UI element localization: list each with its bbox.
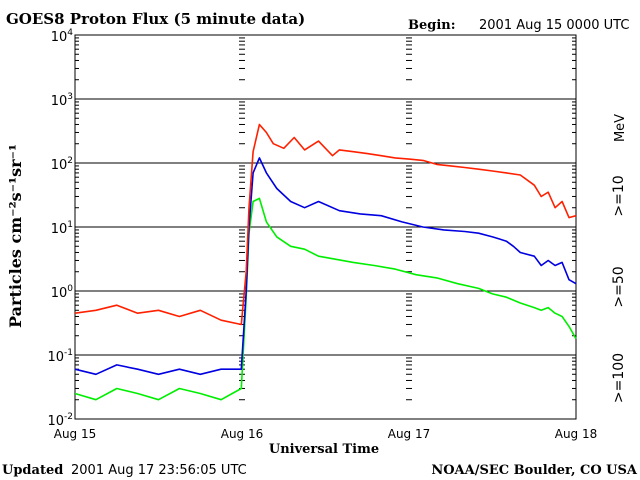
gridlines — [75, 37, 576, 420]
x-tick-labels: Aug 15 Aug 16 Aug 17 Aug 18 — [54, 427, 598, 441]
y-axis-label: Particles cm⁻²s⁻¹sr⁻¹ — [6, 144, 25, 328]
y-tick-label: 102 — [51, 156, 73, 173]
y-tick-label: 10-1 — [47, 348, 73, 365]
x-tick-label: Aug 15 — [54, 427, 97, 441]
x-tick-label: Aug 17 — [388, 427, 431, 441]
begin-value: 2001 Aug 15 0000 UTC — [479, 18, 629, 33]
begin-label: Begin: — [408, 18, 456, 33]
x-tick-label: Aug 16 — [221, 427, 264, 441]
series-line-2 — [74, 197, 577, 401]
legend-series-ge50: >=50 — [611, 266, 627, 307]
series-line-0 — [74, 123, 577, 326]
y-tick-label: 104 — [51, 28, 74, 45]
legend-unit-mev: MeV — [613, 114, 628, 142]
credit-text: NOAA/SEC Boulder, CO USA — [431, 463, 638, 478]
x-axis-label: Universal Time — [269, 442, 379, 457]
updated-value: 2001 Aug 17 23:56:05 UTC — [71, 463, 247, 478]
y-tick-label: 103 — [51, 92, 73, 109]
legend: MeV >=10 >=50 >=100 — [611, 114, 628, 403]
plot-area — [74, 34, 577, 420]
legend-series-ge100: >=100 — [611, 353, 627, 403]
series-line-1 — [74, 157, 577, 376]
legend-series-ge10: >=10 — [611, 175, 627, 216]
series-layer — [74, 123, 577, 401]
y-tick-labels: 10-2 10-1 100 101 102 103 104 — [47, 28, 73, 429]
y-tick-label: 100 — [51, 284, 74, 301]
y-tick-label: 10-2 — [47, 412, 73, 429]
chart-title: GOES8 Proton Flux (5 minute data) — [6, 10, 305, 28]
day-tick-columns — [239, 37, 412, 420]
updated-label: Updated — [2, 463, 63, 478]
x-tick-label: Aug 18 — [555, 427, 598, 441]
y-tick-label: 101 — [51, 220, 73, 237]
